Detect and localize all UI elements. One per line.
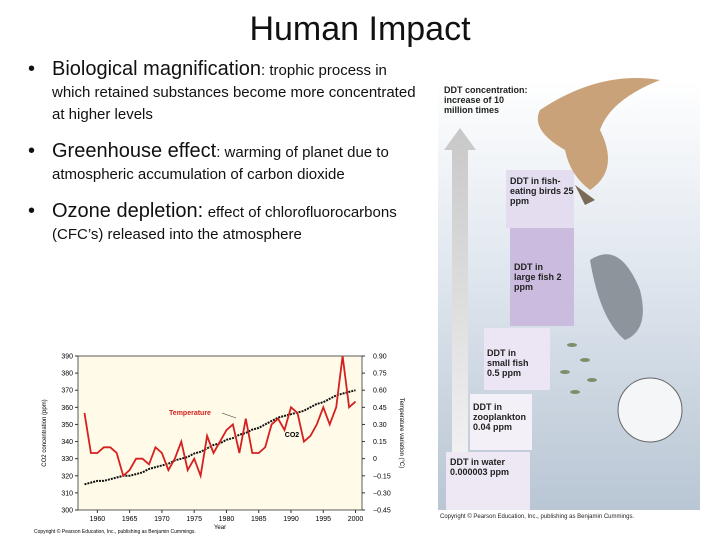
fish (590, 254, 643, 340)
y-tick-label: 380 (61, 371, 73, 378)
y2-tick-label: 0.75 (373, 371, 387, 378)
zooplankton-inset (617, 377, 683, 443)
level-bar (506, 170, 574, 228)
x-tick-label: 1975 (186, 516, 202, 523)
level-bar (446, 452, 530, 510)
y2-tick-label: 0.15 (373, 439, 387, 446)
bullet-text: : trophic process in which retained subs… (52, 62, 416, 123)
bullet: Ozone depletion: effect of chlorofluoroc… (28, 200, 418, 246)
x-axis-label: Year (214, 525, 226, 531)
x-tick-label: 2000 (348, 516, 364, 523)
y2-tick-label: 0.30 (373, 422, 387, 429)
chart-copyright: Copyright © Pearson Education, Inc., pub… (34, 528, 196, 535)
bullet: Greenhouse effect: warming of planet due… (28, 140, 418, 186)
diagram-label: DDT in fish-eating birds 25 ppm (510, 176, 574, 206)
y-tick-label: 300 (61, 508, 73, 515)
y2-tick-label: 0.90 (373, 354, 387, 361)
y-axis-label: CO2 concentration (ppm) (42, 399, 48, 466)
y-tick-label: 390 (61, 354, 73, 361)
x-tick-label: 1970 (154, 516, 170, 523)
annotation: CO2 (285, 432, 300, 439)
bullet-list: Biological magnification: trophic proces… (28, 58, 418, 260)
diagram-label: DDT in small fish 0.5 ppm (487, 348, 529, 378)
level-bar (510, 228, 574, 326)
plot-area (77, 355, 363, 511)
bullet-text: effect of chlorofluorocarbons (CFC’s) re… (52, 204, 397, 243)
slide-title: Human Impact (249, 10, 471, 48)
x-tick-label: 1995 (315, 516, 331, 523)
bird (537, 78, 660, 190)
y-tick-label: 370 (61, 388, 73, 395)
y-tick-label: 360 (61, 405, 73, 412)
series-line (83, 355, 357, 480)
y-tick-label: 350 (61, 422, 73, 429)
y-tick-label: 340 (61, 439, 73, 446)
small-fish (560, 343, 597, 394)
x-tick-label: 1960 (90, 516, 106, 523)
y2-tick-label: −0.45 (373, 508, 391, 515)
bullet-heading: Greenhouse effect (52, 140, 217, 162)
bullet: Biological magnification: trophic proces… (28, 58, 418, 126)
annotation-leader (221, 412, 237, 419)
bird-fish (575, 185, 595, 205)
diagram-label: DDT in water 0.000003 ppm (450, 457, 510, 477)
y-tick-label: 330 (61, 456, 73, 463)
diagram-copyright: Copyright © Pearson Education, Inc., pub… (440, 514, 635, 520)
bullet-heading: Ozone depletion: (52, 200, 204, 222)
y2-tick-label: 0 (373, 456, 377, 463)
x-tick-label: 1985 (251, 516, 267, 523)
x-tick-label: 1980 (219, 516, 235, 523)
level-bar (484, 328, 550, 390)
annotation: Temperature (169, 410, 211, 417)
level-bar (470, 394, 532, 450)
arrow (444, 128, 476, 465)
chart: 300 310 320 330 340 350 360 370 380 390 −0.45 −0.30… (34, 354, 404, 536)
bullet-heading: Biological magnification (52, 58, 262, 80)
x-tick-label: 1990 (283, 516, 299, 523)
y2-tick-label: −0.30 (373, 490, 391, 497)
y2-tick-label: −0.15 (373, 473, 391, 480)
diagram-label: DDT in large fish 2 ppm (514, 262, 562, 292)
diagram-label: DDT in zooplankton 0.04 ppm (473, 402, 526, 432)
y-tick-label: 310 (61, 490, 73, 497)
x-tick-label: 1965 (122, 516, 138, 523)
y2-axis-label: Temperature variation (°C) (398, 398, 404, 468)
y2-tick-label: 0.60 (373, 388, 387, 395)
y-tick-label: 320 (61, 473, 73, 480)
bullet-text: : warming of planet due to atmospheric a… (52, 144, 389, 183)
diagram-label: DDT concentration: increase of 10 millio… (444, 85, 528, 115)
y2-tick-label: 0.45 (373, 405, 387, 412)
